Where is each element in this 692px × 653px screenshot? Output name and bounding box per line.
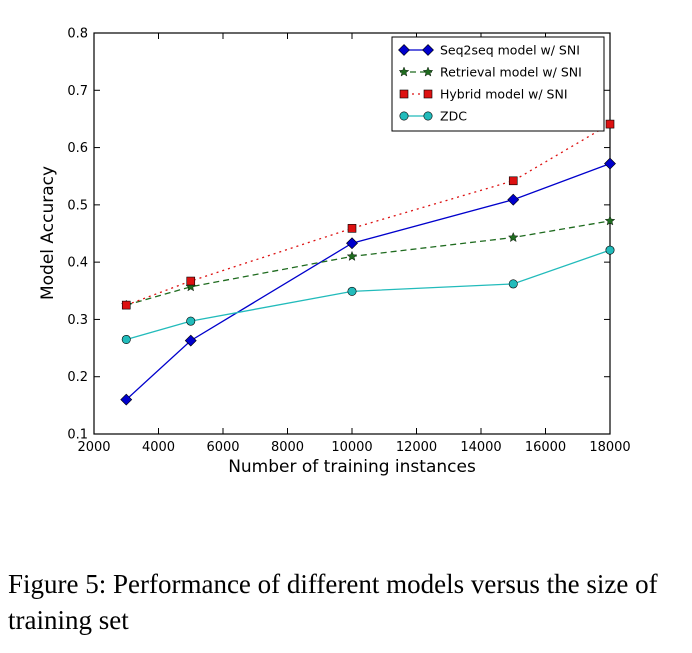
data-point-zdc [508,279,518,289]
y-tick-label: 0.2 [67,370,88,385]
series-layer [120,119,616,406]
legend-label-seq2seq-model-w-sni: Seq2seq model w/ SNI [440,43,580,58]
y-tick-label: 0.4 [67,256,88,271]
y-tick-label: 0.3 [67,313,88,328]
ticks-layer: 2000 4000 6000 8000 10000 12000 14000 16000 1800… [67,27,630,456]
y-tick-label: 0.8 [67,27,88,42]
x-axis-label: Number of training instances [228,457,476,477]
legend-marker-retrieval-model-w-sni [398,66,410,77]
data-point-seq2seq-model-w-sni [184,334,197,347]
data-point-seq2seq-model-w-sni [604,157,616,170]
legend-label-zdc: ZDC [440,109,467,124]
data-point-retrieval-model-w-sni [604,215,616,226]
data-point-seq2seq-model-w-sni [346,237,358,250]
data-point-hybrid-model-w-sni [121,300,131,310]
y-tick-label: 0.1 [67,428,88,443]
legend-marker-retrieval-model-w-sni [422,66,434,77]
data-point-retrieval-model-w-sni [346,250,358,261]
x-tick-label: 14000 [460,440,501,455]
data-point-hybrid-model-w-sni [186,276,196,286]
series-retrieval-model-w-sni [120,215,616,310]
legend-marker-seq2seq-model-w-sni [398,44,410,56]
data-point-zdc [347,286,357,296]
legend-label-hybrid-model-w-sni: Hybrid model w/ SNI [440,87,568,102]
series-seq2seq-model-w-sni [120,157,616,406]
data-point-hybrid-model-w-sni [347,224,357,233]
x-tick-label: 4000 [142,440,175,455]
series-zdc [121,245,615,344]
series-hybrid-model-w-sni [121,119,615,310]
y-axis-label: Model Accuracy [38,166,58,300]
data-point-seq2seq-model-w-sni [507,193,520,206]
x-tick-label: 10000 [331,440,372,455]
data-point-zdc [186,316,196,326]
legend-marker-zdc [399,111,409,121]
data-point-retrieval-model-w-sni [507,231,519,242]
series-line-seq2seq-model-w-sni [125,163,611,401]
x-tick-label: 18000 [589,440,630,455]
data-point-hybrid-model-w-sni [508,176,518,186]
series-line-zdc [126,249,611,341]
series-line-hybrid-model-w-sni [126,123,611,306]
line-chart: 2000 4000 6000 8000 10000 12000 14000 16000 1800… [38,27,631,478]
data-point-hybrid-model-w-sni [605,119,615,129]
legend-marker-zdc [423,111,433,121]
legend-label-retrieval-model-w-sni: Retrieval model w/ SNI [440,65,582,80]
x-tick-label: 12000 [396,440,437,455]
x-tick-label: 2000 [77,440,110,455]
y-tick-label: 0.6 [67,141,88,156]
data-point-zdc [121,334,131,344]
y-tick-label: 0.7 [67,84,88,99]
x-tick-label: 6000 [206,440,239,455]
y-tick-label: 0.5 [67,198,88,213]
data-point-seq2seq-model-w-sni [120,393,133,406]
figure-caption: Figure 5: Performance of different model… [8,569,658,635]
x-tick-label: 8000 [271,440,304,455]
data-point-zdc [605,245,615,255]
legend-marker-hybrid-model-w-sni [423,89,433,99]
legend: Seq2seq model w/ SNI Retrieval model w/ S… [391,36,605,132]
legend-marker-seq2seq-model-w-sni [422,44,434,56]
series-line-retrieval-model-w-sni [126,220,611,306]
legend-marker-hybrid-model-w-sni [399,89,409,99]
x-tick-label: 16000 [525,440,566,455]
